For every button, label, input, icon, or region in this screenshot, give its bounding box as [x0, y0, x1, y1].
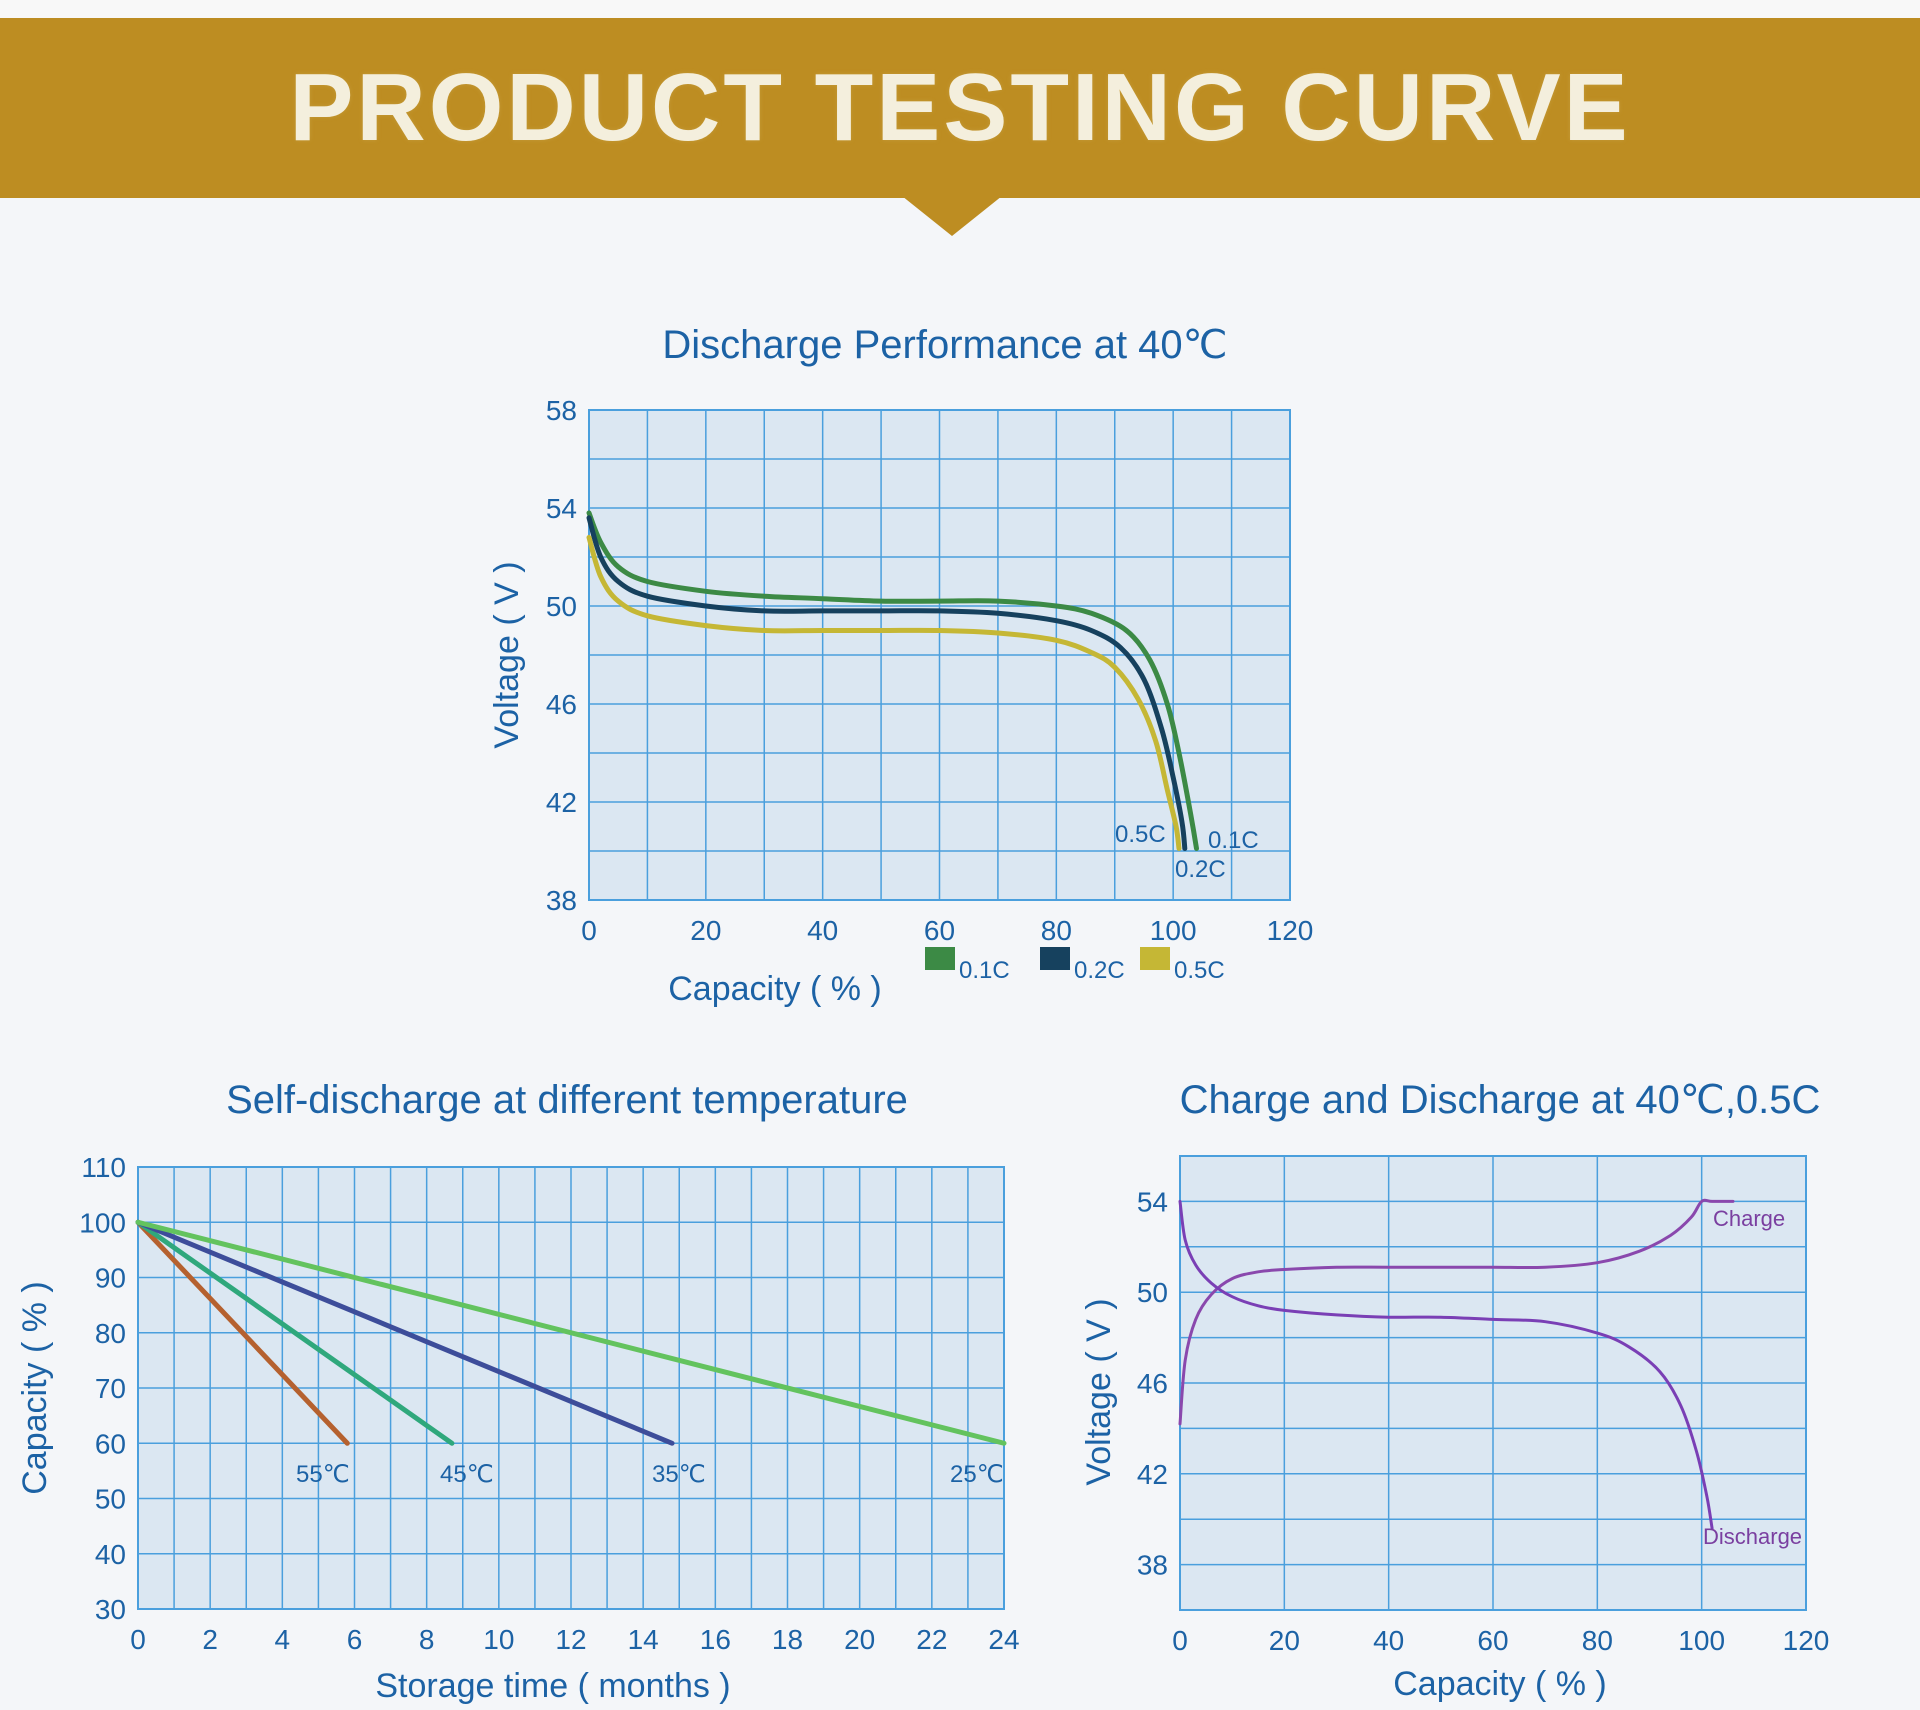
- y-tick-label: 46: [1137, 1368, 1168, 1399]
- y-tick-label: 100: [79, 1207, 126, 1238]
- banner-notch: [902, 196, 1002, 236]
- series-end-label: 0.1C: [1208, 827, 1259, 854]
- x-axis-label: Capacity ( % ): [668, 970, 882, 1008]
- series-line-01c: [586, 510, 1199, 851]
- x-tick-label: 80: [1041, 915, 1072, 946]
- x-tick-label: 10: [483, 1624, 514, 1655]
- y-tick-label: 42: [1137, 1459, 1168, 1490]
- legend-swatch: [925, 947, 955, 970]
- series-end-label: 0.5C: [1115, 821, 1166, 848]
- x-tick-label: 20: [1269, 1625, 1300, 1656]
- x-tick-label: 16: [700, 1624, 731, 1655]
- x-tick-label: 80: [1582, 1625, 1613, 1656]
- x-tick-label: 24: [988, 1624, 1019, 1655]
- y-tick-label: 80: [95, 1318, 126, 1349]
- x-tick-label: 120: [1267, 915, 1314, 946]
- y-axis-label: Voltage ( V ): [488, 561, 526, 748]
- series-line-discharge: [1178, 1199, 1714, 1530]
- y-tick-label: 42: [546, 787, 577, 818]
- series-line-55: [135, 1219, 350, 1446]
- legend-label: 0.1C: [959, 957, 1010, 984]
- series-end-label: 35℃: [652, 1461, 706, 1488]
- y-tick-label: 30: [95, 1594, 126, 1625]
- x-tick-label: 100: [1150, 915, 1197, 946]
- legend-swatch: [1140, 947, 1170, 970]
- chart-title: Charge and Discharge at 40℃,0.5C: [1180, 1078, 1821, 1122]
- discharge-performance-chart: Discharge Performance at 40℃ Capacity ( %…: [488, 323, 1313, 1008]
- chart-title: Self-discharge at different temperature: [226, 1078, 908, 1122]
- self-discharge-chart: Self-discharge at different temperature S…: [16, 1078, 1020, 1705]
- x-tick-label: 14: [628, 1624, 659, 1655]
- y-tick-label: 54: [1137, 1186, 1168, 1217]
- y-tick-label: 90: [95, 1263, 126, 1294]
- x-tick-label: 40: [807, 915, 838, 946]
- x-tick-label: 8: [419, 1624, 435, 1655]
- series-end-label: 55℃: [296, 1461, 350, 1488]
- x-axis-label: Capacity ( % ): [1393, 1665, 1607, 1703]
- series-line-45: [135, 1219, 455, 1446]
- y-tick-label: 50: [546, 591, 577, 622]
- y-tick-label: 50: [1137, 1277, 1168, 1308]
- y-tick-label: 46: [546, 689, 577, 720]
- y-tick-label: 60: [95, 1428, 126, 1459]
- series-end-label: 25℃: [950, 1461, 1004, 1488]
- banner-title: PRODUCT TESTING CURVE: [289, 54, 1631, 161]
- y-tick-label: 54: [546, 493, 577, 524]
- x-tick-label: 20: [844, 1624, 875, 1655]
- y-tick-label: 70: [95, 1373, 126, 1404]
- x-tick-label: 120: [1783, 1625, 1830, 1656]
- x-tick-label: 18: [772, 1624, 803, 1655]
- series-end-label: 45℃: [440, 1461, 494, 1488]
- legend-swatch: [1040, 947, 1070, 970]
- x-tick-label: 60: [924, 915, 955, 946]
- y-tick-label: 38: [1137, 1550, 1168, 1581]
- legend-label: 0.5C: [1174, 957, 1225, 984]
- banner: [0, 18, 1920, 198]
- series-line-35: [135, 1219, 675, 1446]
- x-tick-label: 12: [555, 1624, 586, 1655]
- x-tick-label: 2: [202, 1624, 218, 1655]
- series-line-charge: [1178, 1198, 1735, 1426]
- y-tick-label: 58: [546, 395, 577, 426]
- x-tick-label: 0: [130, 1624, 146, 1655]
- x-tick-label: 0: [581, 915, 597, 946]
- x-tick-label: 4: [275, 1624, 291, 1655]
- x-axis-label: Storage time ( months ): [375, 1667, 730, 1705]
- top-margin: [0, 0, 1920, 18]
- x-tick-label: 20: [690, 915, 721, 946]
- y-axis-label: Voltage ( V ): [1080, 1298, 1118, 1485]
- series-line-05c: [586, 534, 1182, 851]
- series-end-label: Charge: [1713, 1206, 1785, 1231]
- x-tick-label: 6: [347, 1624, 363, 1655]
- x-tick-label: 100: [1678, 1625, 1725, 1656]
- x-tick-label: 0: [1172, 1625, 1188, 1656]
- x-tick-label: 22: [916, 1624, 947, 1655]
- legend-label: 0.2C: [1074, 957, 1125, 984]
- series-end-label: Discharge: [1703, 1524, 1802, 1549]
- x-tick-label: 60: [1477, 1625, 1508, 1656]
- series-line-02c: [586, 515, 1188, 851]
- charge-discharge-chart: Charge and Discharge at 40℃,0.5C Capacity…: [1080, 1078, 1829, 1703]
- y-tick-label: 40: [95, 1539, 126, 1570]
- chart-title: Discharge Performance at 40℃: [662, 323, 1227, 367]
- series-line-25: [135, 1219, 1007, 1446]
- y-tick-label: 38: [546, 885, 577, 916]
- y-tick-label: 50: [95, 1484, 126, 1515]
- y-axis-label: Capacity ( % ): [16, 1281, 54, 1495]
- series-end-label: 0.2C: [1175, 856, 1226, 883]
- x-tick-label: 40: [1373, 1625, 1404, 1656]
- y-tick-label: 110: [81, 1152, 126, 1183]
